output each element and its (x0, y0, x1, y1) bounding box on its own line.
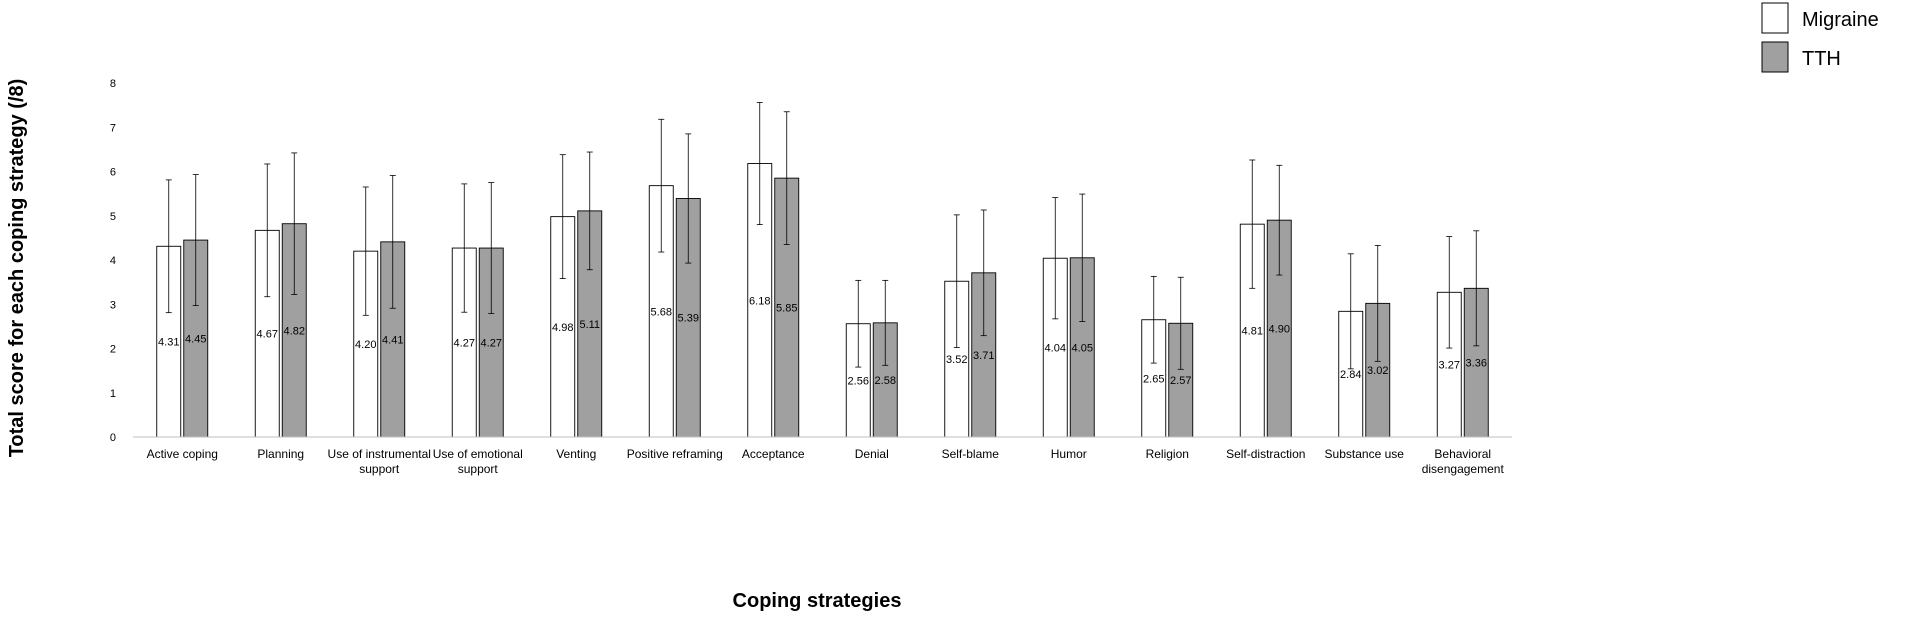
data-label: 2.56 (848, 375, 869, 387)
x-tick-label: Planning (257, 447, 304, 461)
y-tick-label: 0 (110, 432, 116, 444)
data-label: 4.31 (158, 337, 179, 349)
y-tick-label: 3 (110, 299, 116, 311)
y-tick-label: 6 (110, 167, 116, 179)
data-label: 4.05 (1072, 342, 1093, 354)
data-label: 5.39 (678, 313, 699, 325)
x-tick-label: Positive reframing (627, 447, 723, 461)
y-tick-label: 2 (110, 344, 116, 356)
x-tick-label: Behavioral disengagement (1422, 447, 1505, 476)
legend-swatch-migraine (1761, 2, 1789, 34)
data-label: 4.81 (1242, 326, 1263, 338)
y-tick-label: 7 (110, 122, 116, 134)
data-label: 5.68 (651, 306, 672, 318)
legend-swatch-tth (1761, 41, 1789, 73)
y-tick-label: 1 (110, 388, 116, 400)
data-label: 3.02 (1367, 365, 1388, 377)
data-label: 4.90 (1269, 324, 1290, 336)
x-tick-label: Use of emotional support (433, 447, 523, 476)
data-label: 5.85 (776, 303, 797, 315)
data-label: 2.84 (1340, 369, 1361, 381)
y-tick-label: 4 (110, 255, 116, 267)
x-tick-label: Humor (1051, 447, 1087, 461)
x-axis-title: Coping strategies (733, 590, 902, 612)
data-label: 2.57 (1170, 375, 1191, 387)
x-tick-label: Religion (1146, 447, 1189, 461)
data-label: 4.20 (355, 339, 376, 351)
data-label: 4.67 (257, 329, 278, 341)
x-tick-label: Use of instrumental support (328, 447, 431, 476)
data-label: 3.71 (973, 350, 994, 362)
x-tick-label: Venting (556, 447, 596, 461)
x-tick-label: Self-distraction (1226, 447, 1305, 461)
data-label: 6.18 (749, 295, 770, 307)
y-axis-title: Total score for each coping strategy (/8… (6, 79, 28, 458)
data-label: 3.27 (1439, 360, 1460, 372)
x-tick-label: Self-blame (942, 447, 1000, 461)
data-label: 3.52 (946, 354, 967, 366)
data-label: 5.11 (579, 319, 600, 331)
data-label: 4.98 (552, 322, 573, 334)
legend-label-tth: TTH (1802, 48, 1841, 70)
data-label: 4.27 (454, 338, 475, 350)
data-label: 2.65 (1143, 373, 1164, 385)
x-tick-label: Acceptance (742, 447, 805, 461)
data-label: 3.36 (1466, 358, 1487, 370)
data-label: 4.04 (1045, 343, 1066, 355)
data-label: 4.41 (382, 334, 403, 346)
data-label: 4.45 (185, 334, 206, 346)
x-tick-label: Active coping (147, 447, 218, 461)
legend-label-migraine: Migraine (1802, 9, 1879, 31)
x-tick-label: Substance use (1325, 447, 1405, 461)
y-tick-label: 5 (110, 211, 116, 223)
data-label: 2.58 (875, 375, 896, 387)
data-label: 4.27 (481, 338, 502, 350)
bar-tth (872, 322, 898, 438)
plot-area: 0 1 2 3 4 5 6 7 8 4.31 4.45 Active coping 4.67 4.82 Pl… (110, 78, 1512, 476)
y-tick-label: 8 (110, 78, 116, 90)
x-tick-label: Denial (855, 447, 889, 461)
legend: Migraine TTH (1761, 2, 1879, 73)
data-label: 4.82 (284, 325, 305, 337)
